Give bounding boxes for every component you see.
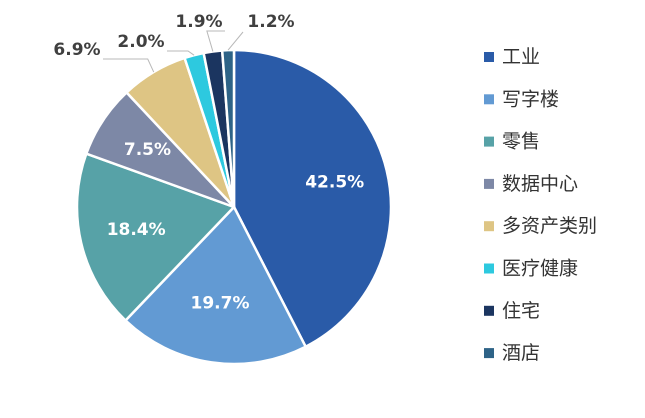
legend-swatch-8 <box>484 348 494 359</box>
pie-slice-1 <box>232 48 393 348</box>
legend-item-2: 写字楼 <box>484 88 559 110</box>
legend-label-4: 数据中心 <box>502 173 578 195</box>
data-label-6: 2.0% <box>117 32 164 52</box>
legend-label-3: 零售 <box>502 131 540 153</box>
pie-slice-2 <box>124 205 307 366</box>
legend-swatch-4 <box>484 178 494 189</box>
legend-label-6: 医疗健康 <box>502 258 578 280</box>
legend-swatch-5 <box>484 221 494 232</box>
data-label-3: 18.4% <box>107 220 166 240</box>
leader-lines <box>103 30 244 73</box>
data-label-1: 42.5% <box>305 173 364 193</box>
data-label-2: 19.7% <box>191 293 250 313</box>
legend-swatch-6 <box>484 263 494 274</box>
pie-slice-8 <box>220 48 236 209</box>
legend-label-2: 写字楼 <box>502 88 559 110</box>
legend-item-7: 住宅 <box>484 300 540 322</box>
data-label-8: 1.2% <box>247 12 294 32</box>
legend-item-5: 多资产类别 <box>484 215 597 237</box>
legend-item-1: 工业 <box>484 46 540 68</box>
pie-slice-3 <box>75 152 236 322</box>
legend-label-5: 多资产类别 <box>502 215 597 237</box>
legend-item-4: 数据中心 <box>484 173 578 195</box>
legend-item-3: 零售 <box>484 131 540 153</box>
legend-label-8: 酒店 <box>502 342 540 364</box>
legend-swatch-2 <box>484 94 494 105</box>
pie-slices <box>75 48 393 366</box>
legend-label-1: 工业 <box>502 46 540 68</box>
leader-line-5 <box>103 58 155 73</box>
legend-swatch-1 <box>484 52 494 62</box>
data-labels: 42.5% 19.7% 18.4% 7.5% 6.9% 2.0% 1.9% 1.2% <box>53 12 364 313</box>
data-label-4: 7.5% <box>124 140 171 160</box>
legend-label-7: 住宅 <box>502 300 540 322</box>
data-label-5: 6.9% <box>53 40 100 60</box>
leader-line-8 <box>227 31 244 51</box>
legend-swatch-3 <box>484 136 494 147</box>
leader-line-6 <box>167 50 195 56</box>
data-label-7: 1.9% <box>175 12 222 32</box>
leader-line-7 <box>206 30 225 52</box>
legend-item-8: 酒店 <box>484 342 540 364</box>
legend-item-6: 医疗健康 <box>484 258 578 280</box>
legend-swatch-7 <box>484 305 494 316</box>
